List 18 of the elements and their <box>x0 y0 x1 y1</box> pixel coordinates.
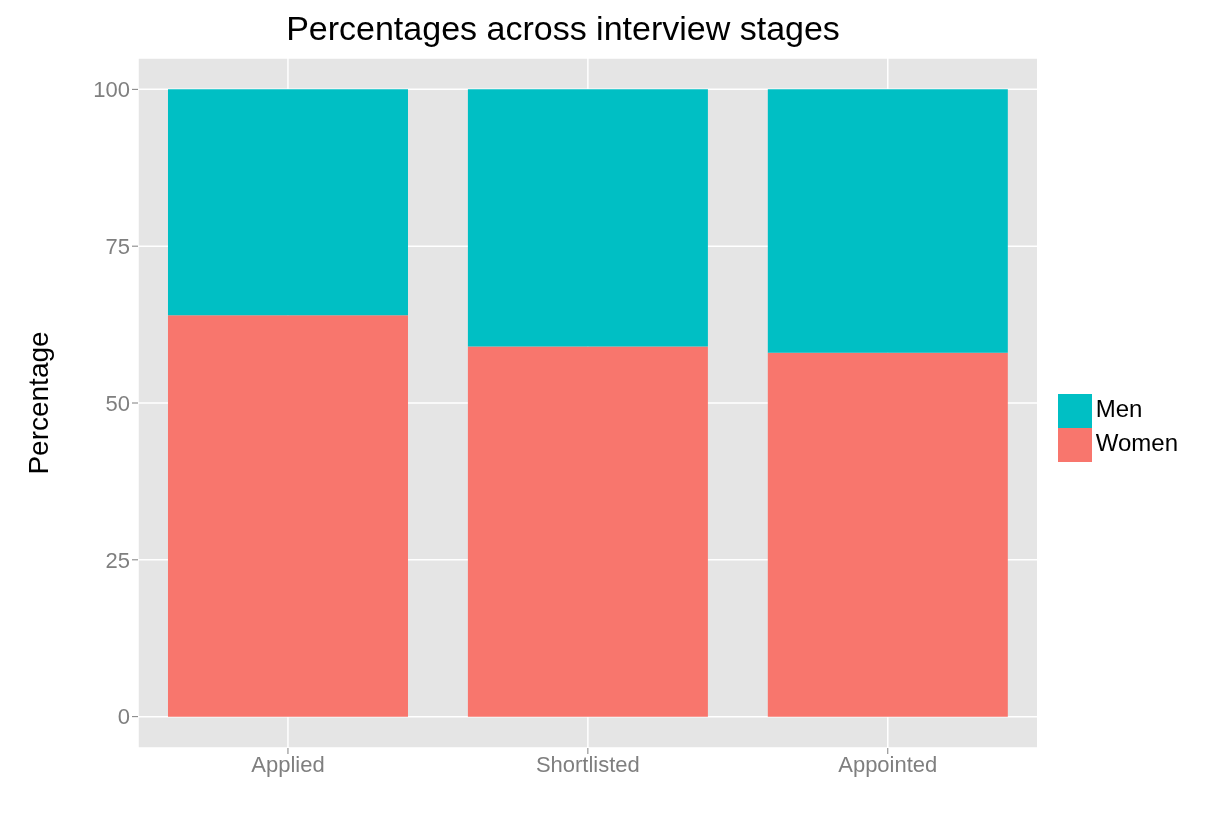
bar <box>467 346 708 717</box>
x-tick-label: Appointed <box>838 751 938 777</box>
y-tick-label: 0 <box>117 704 130 730</box>
y-tick-label: 100 <box>93 77 130 103</box>
legend-label: Women <box>1095 429 1178 457</box>
bar <box>767 89 1008 353</box>
bar <box>167 89 408 316</box>
bar <box>767 352 1008 717</box>
y-tick-label: 50 <box>105 390 130 416</box>
y-axis-title: Percentage <box>22 331 54 475</box>
bar <box>467 89 708 347</box>
y-tick-label: 25 <box>105 547 130 573</box>
x-tick-label: Applied <box>251 751 325 777</box>
bar <box>167 315 408 717</box>
x-tick-label: Shortlisted <box>535 751 640 777</box>
y-tick-label: 75 <box>105 233 130 259</box>
chart-title: Percentages across interview stages <box>285 8 841 48</box>
legend-label: Men <box>1095 395 1143 423</box>
